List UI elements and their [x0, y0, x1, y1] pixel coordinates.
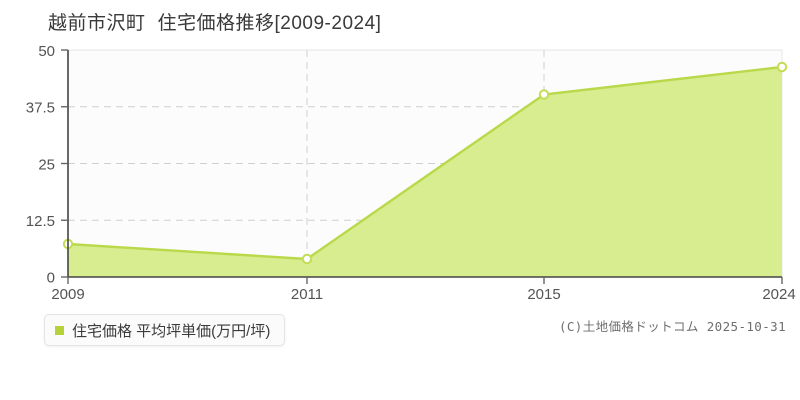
x-tick-label-2011: 2011 — [291, 286, 323, 303]
x-tick-label-2009: 2009 — [51, 286, 84, 303]
y-axis-ticks — [61, 49, 68, 278]
y-tick-label-12-5: 12.5 — [26, 213, 55, 230]
chart-legend[interactable]: 住宅価格 平均坪単価(万円/坪) — [44, 314, 286, 346]
plot-area: 50 37.5 25 12.5 0 2009 2011 2015 2024 — [26, 43, 796, 303]
y-tick-label-0: 0 — [47, 270, 55, 287]
y-tick-label-37-5: 37.5 — [26, 100, 55, 117]
y-tick-label-25: 25 — [38, 156, 55, 173]
y-tick-label-50: 50 — [38, 43, 55, 60]
series-line — [67, 65, 783, 261]
legend-item-label: 住宅価格 平均坪単価(万円/坪) — [72, 322, 271, 340]
x-tick-label-2015: 2015 — [527, 286, 560, 303]
x-axis-ticks — [67, 277, 783, 284]
series-area-fill — [68, 67, 782, 277]
data-point-2011[interactable] — [301, 253, 313, 265]
legend-swatch-icon — [55, 325, 64, 335]
title-subject: 住宅価格推移[2009-2024] — [157, 13, 382, 34]
title-place: 越前市沢町 — [48, 13, 146, 34]
copyright-credit: (C)土地価格ドットコム 2025-10-31 — [558, 319, 786, 334]
data-point-2015[interactable] — [538, 89, 550, 100]
x-tick-label-2024: 2024 — [762, 286, 795, 303]
page-title: 越前市沢町 住宅価格推移[2009-2024] — [0, 8, 800, 35]
data-point-2024[interactable] — [776, 61, 788, 73]
